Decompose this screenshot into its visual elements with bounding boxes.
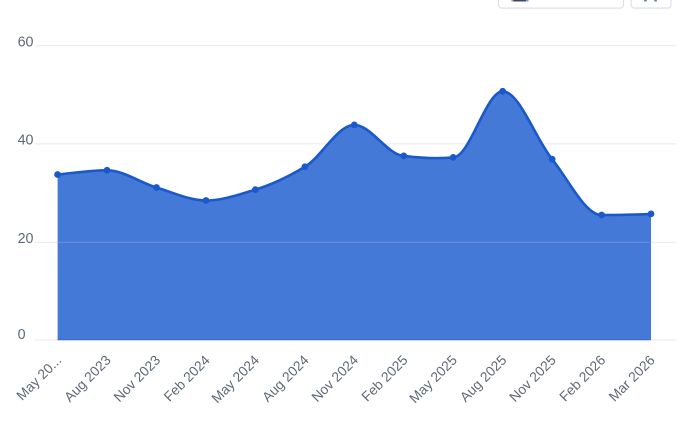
svg-text:40: 40 — [18, 132, 34, 148]
svg-text:Aug 2024: Aug 2024 — [259, 352, 312, 405]
svg-text:Aug 2023: Aug 2023 — [61, 352, 114, 405]
svg-text:Feb 2024: Feb 2024 — [161, 352, 213, 404]
svg-text:Feb 2025: Feb 2025 — [359, 352, 411, 404]
svg-text:Nov 2023: Nov 2023 — [111, 352, 164, 405]
svg-text:Aug 2025: Aug 2025 — [457, 352, 510, 405]
svg-text:20: 20 — [18, 231, 34, 247]
svg-text:May 20...: May 20... — [14, 353, 65, 404]
svg-text:Nov 2024: Nov 2024 — [309, 352, 362, 405]
svg-text:Mar 2026: Mar 2026 — [606, 352, 658, 404]
svg-text:0: 0 — [18, 327, 26, 343]
svg-text:Nov 2025: Nov 2025 — [507, 352, 560, 405]
svg-text:May 2024: May 2024 — [209, 352, 263, 406]
svg-text:Feb 2026: Feb 2026 — [557, 352, 609, 404]
svg-text:May 2025: May 2025 — [407, 352, 461, 406]
svg-text:60: 60 — [18, 34, 34, 50]
